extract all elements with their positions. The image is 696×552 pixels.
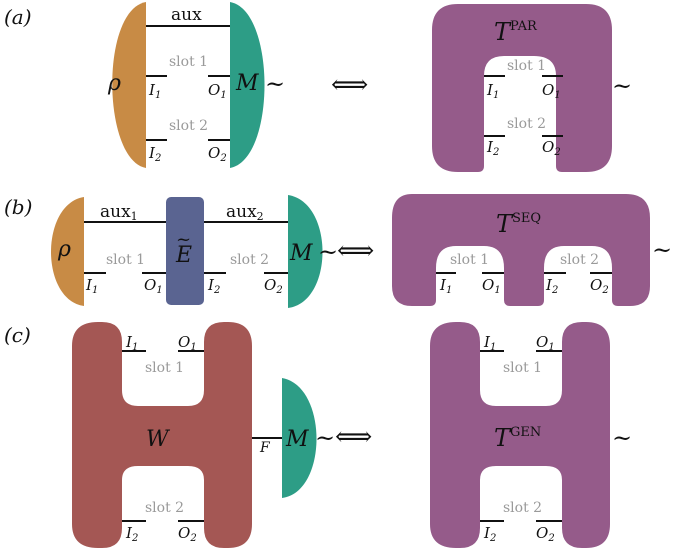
measurement-label-b: M — [289, 241, 313, 266]
in1-label-a: I1 — [148, 81, 161, 101]
tester-par-label: TPAR — [494, 18, 538, 46]
measurement-c — [282, 378, 317, 498]
tester-par — [432, 4, 612, 172]
f-label: F — [259, 440, 271, 456]
panel-c-label: (c) — [4, 323, 31, 347]
aux1-label-b: aux1 — [100, 202, 138, 223]
tester-gen-label: TGEN — [494, 424, 541, 452]
in2-label-b: I2 — [207, 276, 220, 296]
measurement-label-a: M — [235, 71, 259, 96]
slot2-label-b: slot 2 — [230, 252, 269, 268]
measurement-b — [288, 195, 323, 308]
channel-e — [166, 197, 204, 305]
tilde-b: ~ — [318, 238, 338, 266]
out2-label-c-right: O2 — [536, 524, 555, 544]
panel-b-label: (b) — [4, 195, 32, 219]
panel-a-label: (a) — [4, 5, 32, 29]
rho-state-a — [112, 2, 146, 168]
comb-label: W — [146, 427, 171, 452]
out1-label-a: O1 — [208, 81, 227, 101]
tester-gen — [430, 322, 610, 548]
tilde-a-right: ~ — [612, 72, 632, 100]
slot2-label-c-right: slot 2 — [503, 500, 542, 516]
out1-label-c-right: O1 — [536, 333, 555, 353]
iff-arrow-c: ⟺ — [335, 422, 372, 452]
out2-label-b: O2 — [264, 276, 283, 296]
panel-b: (b) ρ E ~ M ~ aux1 aux2 slot 1 I1 O1 slo… — [4, 194, 672, 308]
slot2-label-a-right: slot 2 — [507, 116, 546, 132]
slot1-label-c: slot 1 — [145, 360, 184, 376]
slot1-label-b-right: slot 1 — [450, 252, 489, 268]
slot2-label-b-right: slot 2 — [560, 252, 599, 268]
in2-label-a: I2 — [148, 144, 161, 164]
out2-label-c: O2 — [178, 524, 197, 544]
slot1-label-a: slot 1 — [169, 54, 208, 70]
rho-label-b: ρ — [57, 237, 71, 262]
slot1-label-c-right: slot 1 — [503, 360, 542, 376]
in1-label-b: I1 — [85, 276, 98, 296]
channel-tilde: ~ — [176, 229, 191, 250]
out1-label-c: O1 — [178, 333, 197, 353]
slot2-label-c: slot 2 — [145, 500, 184, 516]
tilde-a: ~ — [265, 70, 285, 98]
measurement-a — [230, 2, 265, 168]
iff-arrow-a: ⟺ — [331, 70, 368, 100]
out2-label-a-right: O2 — [542, 138, 561, 158]
in1-label-a-right: I1 — [486, 81, 499, 101]
slot1-label-b: slot 1 — [106, 252, 145, 268]
tilde-b-right: ~ — [652, 236, 672, 264]
tilde-c: ~ — [315, 424, 335, 452]
panel-a: (a) ρ M ~ aux slot 1 I1 O1 slot 2 I2 O2 … — [4, 2, 632, 172]
out2-label-a: O2 — [208, 144, 227, 164]
comb-w — [72, 322, 252, 548]
panel-c: (c) W F M ~ I1 O1 slot 1 slot 2 I2 O2 ⟺ … — [4, 322, 632, 548]
in2-label-a-right: I2 — [486, 138, 499, 158]
in2-label-c: I2 — [125, 524, 138, 544]
rho-label-a: ρ — [107, 71, 121, 96]
slot1-label-a-right: slot 1 — [507, 58, 546, 74]
in1-label-b-right: I1 — [439, 276, 452, 296]
aux2-label-b: aux2 — [226, 202, 264, 223]
out1-label-b: O1 — [144, 276, 163, 296]
out2-label-b-right: O2 — [590, 276, 609, 296]
in2-label-b-right: I2 — [545, 276, 558, 296]
in1-label-c-right: I1 — [483, 333, 496, 353]
out1-label-a-right: O1 — [542, 81, 561, 101]
tester-seq-label: TSEQ — [496, 210, 541, 238]
out1-label-b-right: O1 — [482, 276, 501, 296]
aux-label-a: aux — [171, 5, 202, 25]
tester-seq — [392, 194, 650, 306]
in1-label-c: I1 — [125, 333, 138, 353]
rho-state-b — [51, 197, 84, 306]
measurement-label-c: M — [285, 427, 309, 452]
in2-label-c-right: I2 — [483, 524, 496, 544]
channel-label: E — [175, 243, 192, 268]
slot2-label-a: slot 2 — [169, 118, 208, 134]
tilde-c-right: ~ — [612, 424, 632, 452]
iff-arrow-b: ⟺ — [337, 236, 374, 266]
